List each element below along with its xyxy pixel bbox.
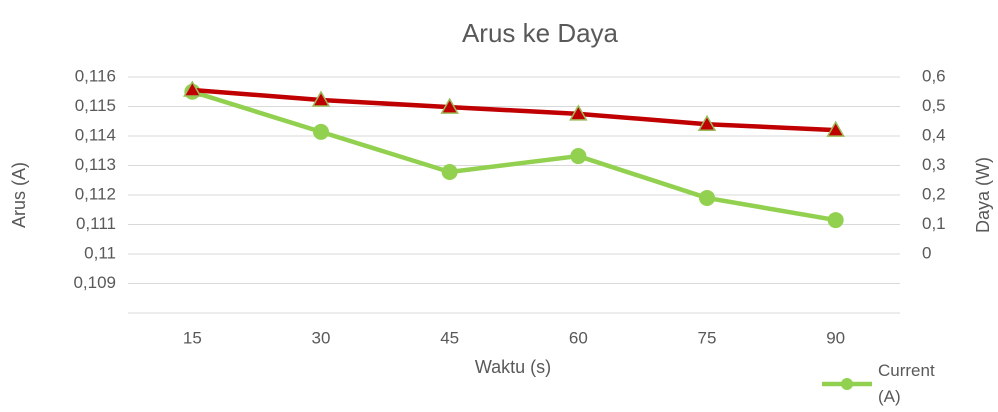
y-tick-label: 0,109	[73, 273, 116, 292]
legend-label: Current (A)	[878, 361, 935, 406]
marker	[570, 148, 587, 165]
marker	[697, 114, 717, 131]
y2-tick-label: 0,5	[922, 96, 946, 115]
marker	[827, 212, 844, 229]
y2-tick-label: 0,2	[922, 184, 946, 203]
x-tick-label: 30	[312, 328, 331, 347]
y2-tick-label: 0,4	[922, 125, 946, 144]
series-line	[191, 89, 837, 223]
y-tick-label: 0,111	[76, 214, 116, 233]
series-line	[192, 87, 836, 133]
y-tick-label: 0,112	[75, 184, 116, 203]
x-axis-title: Waktu (s)	[475, 357, 551, 377]
marker	[183, 80, 202, 97]
y2-tick-label: 0,1	[922, 214, 946, 233]
y-tick-label: 0,114	[75, 125, 116, 144]
y-tick-label: 0,116	[75, 66, 116, 85]
marker	[569, 104, 588, 121]
x-tick-label: 45	[440, 328, 459, 347]
marker	[699, 189, 715, 206]
marker	[441, 163, 458, 180]
y2-tick-label: 0,6	[922, 66, 946, 85]
y-tick-label: 0,11	[84, 243, 116, 262]
y-tick-label: 0,113	[75, 155, 116, 174]
y2-tick-label: 0,3	[922, 155, 946, 174]
x-tick-label: 90	[826, 328, 845, 347]
legend-label-box: Current (A)	[878, 361, 935, 406]
x-tick-label: 75	[698, 328, 717, 347]
marker	[826, 120, 845, 137]
marker	[311, 90, 331, 107]
marker	[313, 123, 329, 140]
legend-marker	[841, 378, 853, 390]
chart-title: Arus ke Daya	[462, 18, 619, 48]
y2-axis-title: Daya (W)	[973, 157, 993, 233]
x-tick-label: 15	[183, 328, 202, 347]
y2-tick-label: 0	[922, 243, 931, 262]
marker	[440, 97, 459, 114]
y-axis-title: Arus (A)	[9, 162, 29, 228]
x-tick-label: 60	[569, 328, 588, 347]
y-tick-label: 0,115	[75, 96, 116, 115]
